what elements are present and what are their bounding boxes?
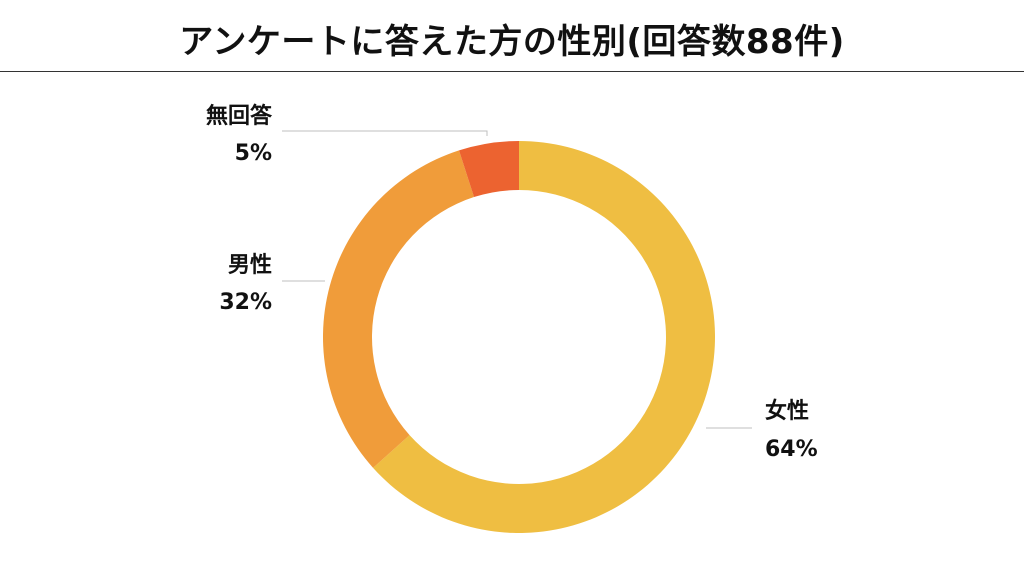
donut-slice-2 (323, 150, 475, 468)
slice-value-label-1: 64% (765, 437, 818, 462)
title-bar: アンケートに答えた方の性別(回答数88件) (0, 0, 1024, 72)
slice-label-3: 無回答 (206, 103, 273, 129)
slice-label-1: 女性 (765, 398, 809, 424)
slice-label-2: 男性 (228, 253, 272, 278)
leader-lines (282, 130, 752, 429)
donut-slices (323, 141, 715, 533)
donut-slice-1 (373, 141, 715, 533)
slice-value-label-3: 5% (235, 141, 272, 166)
slice-labels: 女性 64% 男性 32% 無回答 5% (206, 103, 818, 462)
leader-line-3 (282, 130, 488, 136)
slice-value-label-2: 32% (219, 290, 272, 315)
donut-slice-3 (459, 141, 519, 198)
chart-title: アンケートに答えた方の性別(回答数88件) (179, 22, 845, 62)
